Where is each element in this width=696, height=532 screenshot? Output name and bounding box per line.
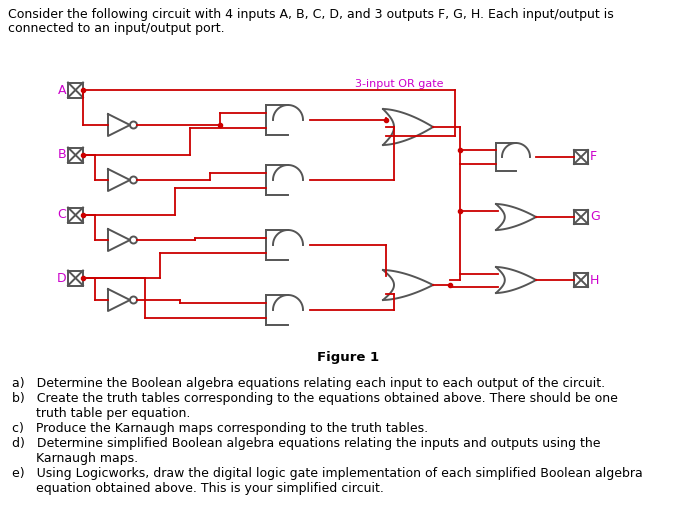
Text: H: H <box>590 273 599 287</box>
Text: c)   Produce the Karnaugh maps corresponding to the truth tables.: c) Produce the Karnaugh maps correspondi… <box>12 422 428 435</box>
Bar <box>68 82 83 97</box>
Bar <box>574 150 588 164</box>
Text: a)   Determine the Boolean algebra equations relating each input to each output : a) Determine the Boolean algebra equatio… <box>12 377 605 390</box>
Text: 3-input OR gate: 3-input OR gate <box>355 79 443 89</box>
Text: e)   Using Logicworks, draw the digital logic gate implementation of each simpli: e) Using Logicworks, draw the digital lo… <box>12 467 642 480</box>
Text: Figure 1: Figure 1 <box>317 351 379 363</box>
Text: Karnaugh maps.: Karnaugh maps. <box>12 452 138 465</box>
Text: G: G <box>590 211 600 223</box>
Text: F: F <box>590 151 597 163</box>
Bar <box>68 207 83 222</box>
Text: B: B <box>57 148 66 162</box>
Text: Consider the following circuit with 4 inputs A, B, C, D, and 3 outputs F, G, H. : Consider the following circuit with 4 in… <box>8 8 614 21</box>
Bar <box>68 270 83 286</box>
Text: truth table per equation.: truth table per equation. <box>12 407 191 420</box>
Bar <box>574 273 588 287</box>
Bar <box>68 147 83 162</box>
Text: d)   Determine simplified Boolean algebra equations relating the inputs and outp: d) Determine simplified Boolean algebra … <box>12 437 601 450</box>
Text: equation obtained above. This is your simplified circuit.: equation obtained above. This is your si… <box>12 482 384 495</box>
Text: A: A <box>58 84 66 96</box>
Text: b)   Create the truth tables corresponding to the equations obtained above. Ther: b) Create the truth tables corresponding… <box>12 392 618 405</box>
Text: C: C <box>57 209 66 221</box>
Bar <box>574 210 588 224</box>
Text: D: D <box>56 271 66 285</box>
Text: connected to an input/output port.: connected to an input/output port. <box>8 22 225 35</box>
